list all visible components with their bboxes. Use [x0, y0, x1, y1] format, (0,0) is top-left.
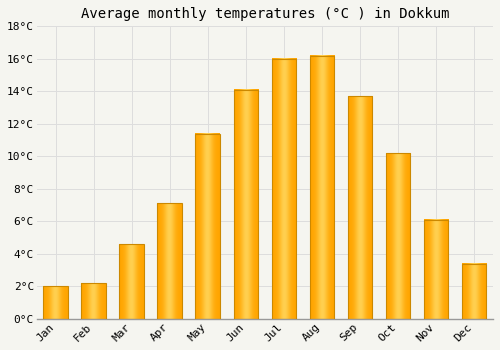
Bar: [424, 220, 448, 319]
Bar: [196, 134, 220, 319]
Bar: [272, 59, 296, 319]
Bar: [462, 264, 486, 319]
Bar: [120, 244, 144, 319]
Bar: [386, 153, 410, 319]
Bar: [158, 203, 182, 319]
Bar: [348, 96, 372, 319]
Bar: [234, 90, 258, 319]
Bar: [44, 286, 68, 319]
Bar: [310, 56, 334, 319]
Bar: [82, 283, 106, 319]
Title: Average monthly temperatures (°C ) in Dokkum: Average monthly temperatures (°C ) in Do…: [80, 7, 449, 21]
